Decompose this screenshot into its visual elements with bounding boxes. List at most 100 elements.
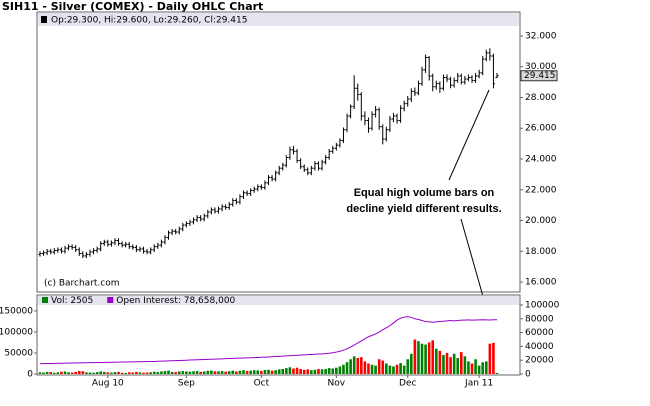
legend-swatch — [107, 297, 114, 303]
volume-bar — [99, 371, 102, 374]
y-tick-label: 28.000 — [525, 93, 557, 103]
volume-bar — [220, 371, 224, 374]
y-tick-label: 26.000 — [525, 124, 557, 134]
legend-swatch — [42, 297, 48, 303]
volume-bar — [406, 359, 410, 374]
volume-bar — [320, 369, 324, 374]
y-tick-label: 0 — [27, 370, 33, 380]
volume-bar — [163, 371, 167, 374]
volume-bar — [42, 372, 45, 374]
volume-bar — [63, 371, 67, 374]
volume-bar — [420, 343, 424, 374]
volume-bar — [45, 371, 49, 374]
legend-label: Open Interest: 78,658,000 — [116, 296, 235, 306]
volume-bar — [495, 372, 499, 374]
volume-bar — [117, 371, 120, 374]
volume-bar — [367, 363, 370, 374]
x-tick-label: Sep — [178, 379, 195, 389]
volume-bar — [331, 368, 335, 374]
volume-bar — [452, 353, 456, 374]
volume-bar — [152, 371, 156, 374]
volume-bar — [374, 365, 377, 374]
volume-bar — [110, 372, 113, 374]
volume-bar — [231, 370, 235, 374]
annotation: decline yield different results. — [346, 203, 501, 215]
volume-bar — [195, 371, 199, 374]
volume-bar — [345, 362, 349, 374]
volume-bar — [149, 372, 152, 374]
volume-bar — [135, 371, 138, 374]
annotation-arrow — [448, 89, 490, 181]
volume-bar — [338, 366, 342, 374]
y-tick-label: 20.000 — [525, 216, 557, 226]
volume-bar — [170, 371, 174, 374]
volume-bar — [77, 371, 81, 374]
price-header: Op:29.300, Hi:29.600, Lo:29.260, Cl:29.4… — [51, 16, 247, 26]
volume-bar — [313, 369, 317, 374]
volume-bar — [413, 339, 417, 374]
y-tick-label: 32.000 — [525, 31, 557, 41]
volume-bar — [81, 371, 85, 374]
volume-bar — [399, 363, 402, 374]
volume-bar — [402, 365, 406, 374]
volume-bar — [56, 372, 60, 374]
volume-bar — [302, 369, 306, 374]
volume-bar — [185, 371, 188, 374]
price-panel — [36, 11, 521, 293]
volume-bar — [370, 364, 374, 374]
volume-bar — [410, 353, 413, 374]
volume-bar — [285, 368, 288, 374]
annotation: Equal high volume bars on — [354, 187, 495, 199]
volume-bar — [327, 368, 331, 374]
volume-bar — [177, 371, 181, 374]
volume-bar — [456, 358, 460, 374]
volume-bar — [213, 371, 217, 374]
y-tick-label: 16.000 — [525, 278, 557, 288]
volume-bar — [256, 370, 260, 374]
volume-bar — [484, 361, 488, 374]
volume-bar — [467, 361, 470, 374]
volume-bar — [167, 370, 170, 374]
volume-bar — [142, 372, 145, 374]
volume-bar — [274, 370, 277, 374]
volume-bar — [449, 357, 452, 374]
volume-bar — [252, 370, 256, 374]
volume-bar — [377, 359, 381, 374]
volume-bar — [431, 340, 435, 374]
volume-bar — [120, 372, 124, 374]
volume-bar — [160, 371, 163, 374]
y2-tick-label: 40000 — [525, 342, 554, 352]
volume-bar — [477, 365, 481, 374]
volume-bar — [124, 372, 127, 374]
volume-bar — [427, 342, 431, 374]
volume-bar — [435, 348, 438, 374]
volume-bar — [224, 371, 227, 374]
volume-bar — [492, 342, 495, 374]
volume-bar — [310, 370, 313, 374]
volume-bar — [463, 356, 467, 374]
volume-bar — [281, 368, 285, 374]
volume-bar — [295, 367, 299, 374]
volume-bar — [102, 371, 106, 374]
volume-bar — [342, 364, 345, 374]
volume-bar — [260, 371, 263, 374]
volume-bar — [192, 371, 195, 374]
y-tick-label: 100000 — [0, 327, 33, 337]
volume-bar — [242, 370, 245, 374]
volume-bar — [388, 365, 392, 374]
volume-bar — [335, 367, 338, 374]
y-tick-label: 30.000 — [525, 62, 557, 72]
volume-bar — [85, 372, 88, 374]
volume-bar — [181, 371, 185, 374]
volume-bar — [38, 372, 42, 374]
volume-bar — [306, 369, 310, 374]
open-interest-line — [39, 316, 498, 365]
volume-bar — [131, 372, 135, 374]
volume-bar — [352, 356, 356, 374]
volume-bar — [52, 372, 56, 374]
volume-bar — [206, 370, 210, 374]
volume-bar — [235, 371, 238, 374]
x-tick-label: Dec — [399, 379, 416, 389]
volume-bar — [202, 371, 206, 374]
